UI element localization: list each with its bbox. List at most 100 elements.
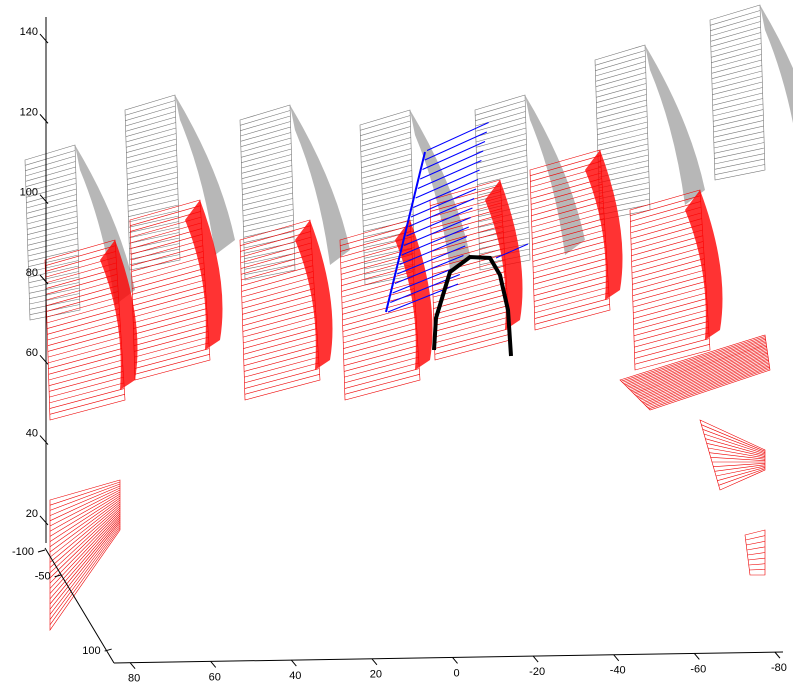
mesh-line: [634, 326, 709, 348]
mesh-line: [127, 182, 178, 196]
force-arrow: [415, 169, 480, 199]
mesh-line: [710, 37, 762, 53]
mesh-line: [240, 110, 291, 126]
mesh-line: [712, 87, 763, 101]
mesh-line: [128, 199, 179, 212]
mesh-line: [49, 491, 121, 532]
z-tick-label: 140: [20, 26, 38, 38]
mesh-line: [360, 126, 411, 142]
mesh-line: [244, 362, 320, 384]
mesh-line: [26, 183, 77, 198]
mesh-line: [713, 114, 764, 127]
mesh-line: [244, 258, 295, 270]
mesh-line: [702, 429, 766, 453]
mesh-line: [710, 15, 761, 31]
mesh-line: [434, 333, 510, 355]
mesh-line: [241, 165, 292, 179]
mesh-line: [341, 271, 414, 292]
mesh-line: [127, 193, 179, 207]
mesh-line: [29, 287, 80, 299]
mesh-line: [343, 328, 417, 349]
mesh-line: [132, 291, 206, 312]
mesh-line: [361, 148, 412, 163]
mesh-line: [342, 316, 417, 338]
mesh-line: [134, 331, 209, 352]
mesh-line: [132, 279, 206, 301]
mesh-line: [477, 171, 528, 185]
mesh-line: [133, 325, 208, 347]
mesh-line: [49, 521, 121, 610]
mesh-outline: [699, 419, 766, 491]
x-tick: [613, 654, 620, 662]
mesh-outline: [339, 219, 421, 401]
z-tick-label: 60: [26, 347, 38, 359]
mesh-line: [532, 223, 605, 245]
mesh-line: [532, 241, 606, 262]
mesh-line: [241, 276, 314, 298]
y-tick-label: -50: [35, 571, 51, 583]
mesh-flank: [410, 110, 470, 270]
mesh-line: [28, 249, 79, 262]
mesh-line: [49, 517, 121, 599]
mesh-line: [635, 352, 768, 396]
mesh-line: [645, 364, 770, 406]
mesh-line: [25, 166, 76, 182]
mesh-line: [28, 260, 79, 273]
mesh-line: [595, 61, 646, 77]
force-arrow: [399, 236, 468, 265]
mesh-line: [363, 214, 414, 227]
mesh-line: [534, 281, 609, 302]
mesh-line: [344, 373, 420, 395]
mesh-line: [25, 161, 76, 177]
mesh-line: [360, 131, 411, 147]
axes: 20 40 60 80 100 120 140 80 60 40 20 0 -20 -40 -60 -80 -1…: [12, 17, 787, 685]
mesh-line: [26, 205, 77, 219]
mesh-line: [475, 105, 526, 121]
mesh-line: [133, 313, 208, 335]
mesh-line: [45, 245, 116, 267]
mesh-line: [49, 485, 121, 516]
mesh-line: [46, 279, 118, 301]
mesh-line: [531, 189, 603, 211]
mesh-line: [533, 252, 607, 274]
force-arrow: [401, 226, 469, 256]
mesh-line: [747, 552, 766, 556]
mesh-line: [129, 232, 180, 244]
y-tick: [104, 648, 112, 652]
mesh-line: [709, 452, 766, 460]
mesh-line: [49, 511, 121, 584]
mesh-line: [48, 353, 123, 375]
mesh-line: [244, 356, 319, 378]
mesh-line: [125, 127, 177, 143]
force-arrow: [417, 160, 482, 189]
mesh-line: [49, 388, 125, 409]
mesh-line: [714, 153, 765, 165]
mesh-flank: [395, 220, 433, 370]
mesh-line: [534, 286, 609, 308]
mesh-line: [434, 316, 509, 338]
mesh-line: [534, 292, 610, 314]
mesh-line: [49, 523, 121, 615]
mesh-line: [433, 288, 507, 309]
mesh-line: [476, 133, 527, 148]
mesh-line: [27, 216, 78, 230]
mesh-line: [362, 208, 414, 222]
mesh-line: [240, 126, 291, 142]
mesh-line: [701, 424, 766, 452]
mesh-line: [433, 299, 508, 321]
mesh-line: [49, 499, 121, 553]
mesh-line: [133, 319, 208, 341]
mesh-line: [127, 177, 178, 191]
mesh-line: [476, 144, 527, 159]
mesh-line: [241, 282, 315, 304]
mesh-line: [476, 138, 527, 153]
y-tick-label: 100: [82, 645, 100, 657]
mesh-line: [45, 273, 118, 295]
mesh-line: [624, 340, 766, 386]
x-tick-label: -20: [529, 666, 545, 678]
mesh-line: [632, 281, 706, 302]
mesh-line: [244, 368, 320, 389]
mesh-line: [241, 271, 314, 292]
mesh-line: [431, 219, 503, 241]
mesh-line: [631, 252, 705, 274]
